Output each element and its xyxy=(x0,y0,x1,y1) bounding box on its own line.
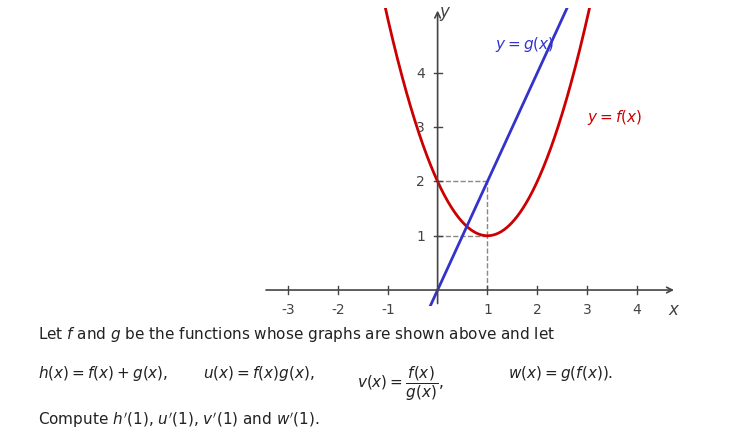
Text: $u(x) = f(x)g(x),$: $u(x) = f(x)g(x),$ xyxy=(203,364,314,382)
Text: $y = f(x)$: $y = f(x)$ xyxy=(587,108,642,127)
Text: $y$: $y$ xyxy=(439,5,451,23)
Text: -2: -2 xyxy=(331,302,344,316)
Text: 1: 1 xyxy=(417,229,425,243)
Text: 3: 3 xyxy=(417,121,425,135)
Text: Compute $h'(1)$, $u'(1)$, $v'(1)$ and $w'(1)$.: Compute $h'(1)$, $u'(1)$, $v'(1)$ and $w… xyxy=(38,410,319,429)
Text: $v(x) = \dfrac{f(x)}{g(x)},$: $v(x) = \dfrac{f(x)}{g(x)},$ xyxy=(357,364,444,402)
Text: $y = g(x)$: $y = g(x)$ xyxy=(495,35,554,53)
Text: $w(x) = g(f(x)).$: $w(x) = g(f(x)).$ xyxy=(508,364,613,382)
Text: 4: 4 xyxy=(632,302,641,316)
Text: 2: 2 xyxy=(417,175,425,189)
Text: $x$: $x$ xyxy=(668,300,681,318)
Text: 2: 2 xyxy=(533,302,541,316)
Text: 4: 4 xyxy=(417,67,425,81)
Text: $h(x) = f(x) + g(x),$: $h(x) = f(x) + g(x),$ xyxy=(38,364,168,382)
Text: -3: -3 xyxy=(281,302,295,316)
Text: Let $f$ and $g$ be the functions whose graphs are shown above and let: Let $f$ and $g$ be the functions whose g… xyxy=(38,324,555,343)
Text: -1: -1 xyxy=(381,302,395,316)
Text: 1: 1 xyxy=(483,302,492,316)
Text: 3: 3 xyxy=(583,302,592,316)
